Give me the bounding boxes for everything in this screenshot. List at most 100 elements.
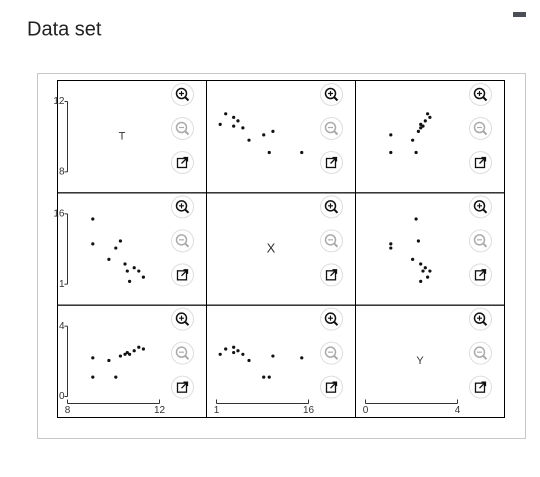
- cell-button[interactable]: [171, 83, 194, 106]
- icon: [175, 346, 188, 358]
- icon: [333, 354, 339, 360]
- y-tick-label: 16: [53, 208, 65, 219]
- icon: [473, 87, 486, 100]
- minimize-button[interactable]: [513, 12, 526, 17]
- icon: [333, 320, 339, 326]
- point: [224, 347, 228, 351]
- point: [224, 112, 228, 116]
- button-bg: [320, 341, 343, 365]
- cell-button[interactable]: [469, 263, 492, 287]
- point: [419, 122, 423, 126]
- point: [271, 354, 275, 358]
- cell-button[interactable]: [469, 83, 492, 106]
- point: [132, 266, 136, 270]
- point: [91, 356, 95, 360]
- cell-button[interactable]: [171, 229, 194, 253]
- point: [421, 269, 425, 273]
- cell-button[interactable]: [320, 341, 343, 365]
- point: [262, 375, 266, 379]
- icon: [184, 96, 190, 102]
- point: [423, 266, 427, 270]
- cell-button[interactable]: [320, 263, 343, 287]
- point: [247, 358, 251, 363]
- cell-button[interactable]: [469, 229, 492, 253]
- cell-button[interactable]: [320, 195, 343, 219]
- variable-label: Y: [416, 355, 424, 367]
- cell-button[interactable]: [469, 341, 492, 365]
- button-bg: [171, 195, 194, 219]
- point: [218, 352, 222, 356]
- point: [118, 239, 122, 243]
- button-bg: [320, 117, 343, 140]
- point: [114, 246, 118, 250]
- button-bg: [171, 83, 194, 106]
- icon: [473, 200, 486, 212]
- cell-button[interactable]: [469, 375, 492, 399]
- icon: [482, 208, 488, 214]
- point: [118, 354, 122, 358]
- variable-label: T: [119, 131, 126, 143]
- cell-button[interactable]: [469, 307, 492, 331]
- cell-button[interactable]: [171, 307, 194, 331]
- point: [141, 347, 145, 351]
- cell-button[interactable]: [171, 151, 194, 174]
- button-bg: [469, 229, 492, 253]
- icon: [477, 315, 482, 321]
- cell-button[interactable]: [320, 151, 343, 174]
- point: [428, 115, 432, 119]
- icon: [325, 270, 337, 281]
- cell-button[interactable]: [469, 195, 492, 219]
- icon: [473, 312, 486, 324]
- point: [389, 150, 393, 155]
- matrix: T X Y 8 12 1 16 0 4 8 12 1 16 0 4: [53, 80, 505, 418]
- point: [123, 352, 127, 356]
- icon: [328, 91, 333, 96]
- point: [218, 122, 222, 126]
- cell-button[interactable]: [171, 375, 194, 399]
- cell-button[interactable]: [171, 195, 194, 219]
- cell-button[interactable]: [469, 117, 492, 140]
- point: [411, 257, 415, 261]
- cell-button[interactable]: [171, 263, 194, 287]
- x-tick-label: 12: [154, 405, 166, 416]
- point: [267, 150, 271, 155]
- cell-button[interactable]: [469, 151, 492, 174]
- cell-button[interactable]: [320, 307, 343, 331]
- cell-button[interactable]: [171, 341, 194, 365]
- icon: [333, 130, 339, 136]
- cell-button[interactable]: [320, 229, 343, 253]
- icon: [184, 354, 190, 360]
- icon: [179, 91, 184, 96]
- cell-button[interactable]: [320, 83, 343, 106]
- cell-button[interactable]: [320, 117, 343, 140]
- icon: [176, 270, 188, 281]
- point: [389, 242, 393, 246]
- button-bg: [320, 195, 343, 219]
- button-bg: [171, 229, 194, 253]
- icon: [179, 203, 184, 209]
- icon: [325, 382, 337, 393]
- icon: [474, 157, 486, 169]
- icon: [181, 269, 189, 277]
- icon: [482, 354, 488, 360]
- cell-button[interactable]: [320, 375, 343, 399]
- point: [416, 129, 420, 133]
- point: [421, 124, 425, 128]
- icon: [324, 200, 337, 212]
- point: [125, 269, 129, 273]
- icon: [482, 320, 488, 326]
- icon: [333, 208, 339, 214]
- icon: [324, 87, 337, 100]
- point: [389, 133, 393, 137]
- icon: [474, 382, 486, 393]
- icon: [482, 130, 488, 136]
- cell-button[interactable]: [171, 117, 194, 140]
- point: [414, 217, 418, 221]
- icon: [473, 121, 486, 134]
- point: [232, 345, 236, 349]
- button-bg: [469, 307, 492, 331]
- point: [141, 275, 145, 279]
- icon: [324, 346, 337, 358]
- icon: [184, 320, 190, 326]
